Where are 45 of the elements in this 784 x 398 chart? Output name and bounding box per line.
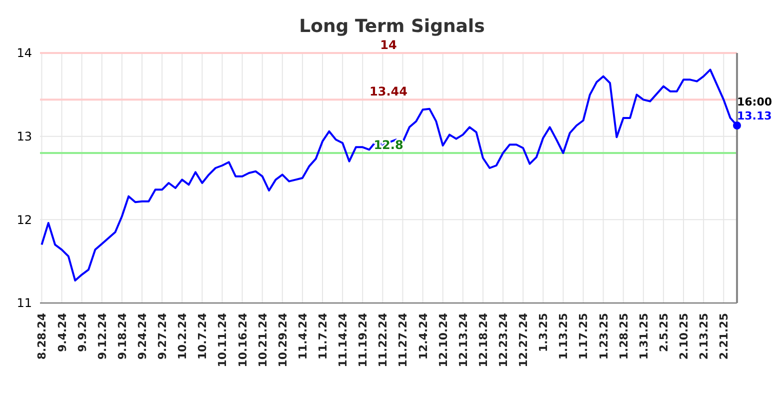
x-tick-label: 12.18.24 [476, 312, 490, 368]
x-tick-label: 2.13.25 [698, 313, 711, 360]
x-tick-label: 11.7.24 [316, 312, 330, 360]
x-tick-label: 12.10.24 [436, 312, 450, 368]
x-tick-label: 12.23.24 [497, 312, 510, 368]
data-label: 13.13 [737, 110, 772, 122]
x-tick-label: 2.5.25 [657, 313, 670, 352]
x-tick-label: 9.18.24 [116, 312, 129, 360]
x-tick-label: 1.28.25 [617, 313, 630, 360]
x-tick-label: 10.16.24 [236, 312, 250, 368]
x-tick-label: 10.2.24 [176, 312, 190, 360]
x-tick-label: 2.10.25 [678, 313, 691, 360]
x-tick-label: 10.21.24 [256, 312, 270, 368]
x-tick-label: 9.9.24 [76, 312, 89, 352]
x-tick-label: 11.14.24 [336, 312, 350, 368]
ref-line-label: 12.8 [374, 138, 404, 152]
x-tick-label: 1.23.25 [597, 313, 610, 360]
x-tick-label: 1.17.25 [577, 313, 590, 360]
x-tick-label: 12.13.24 [456, 312, 470, 368]
x-tick-label: 1.13.25 [557, 313, 570, 360]
annotation: 16:00 [737, 96, 772, 108]
x-tick-label: 10.11.24 [216, 312, 230, 368]
y-tick-label: 11 [16, 296, 32, 310]
x-tick-label: 9.4.24 [56, 312, 69, 352]
x-tick-label: 1.31.25 [637, 313, 650, 360]
x-tick-label: 11.19.24 [356, 312, 370, 368]
x-tick-label: 9.27.24 [156, 312, 170, 360]
y-tick-label: 12 [16, 212, 32, 227]
y-tick-label: 14 [16, 46, 32, 60]
x-tick-label: 11.22.24 [376, 312, 390, 368]
ref-line-label: 13.44 [370, 84, 408, 99]
x-tick-label: 10.29.24 [276, 312, 290, 368]
chart-title: Long Term Signals [299, 16, 485, 37]
y-tick-label: 13 [16, 130, 32, 144]
ref-line-label: 14 [380, 38, 397, 52]
x-tick-label: 11.4.24 [296, 312, 310, 360]
x-tick-label: 12.4.24 [416, 312, 430, 360]
x-tick-label: 9.12.24 [96, 312, 109, 360]
x-tick-label: 1.3.25 [537, 313, 550, 352]
x-tick-label: 8.28.24 [36, 312, 49, 360]
x-tick-label: 11.27.24 [396, 312, 410, 368]
x-tick-label: 2.21.25 [718, 313, 731, 360]
x-tick-label: 10.7.24 [196, 312, 210, 360]
x-tick-label: 12.27.24 [517, 312, 530, 368]
x-tick-label: 9.24.24 [136, 312, 149, 360]
